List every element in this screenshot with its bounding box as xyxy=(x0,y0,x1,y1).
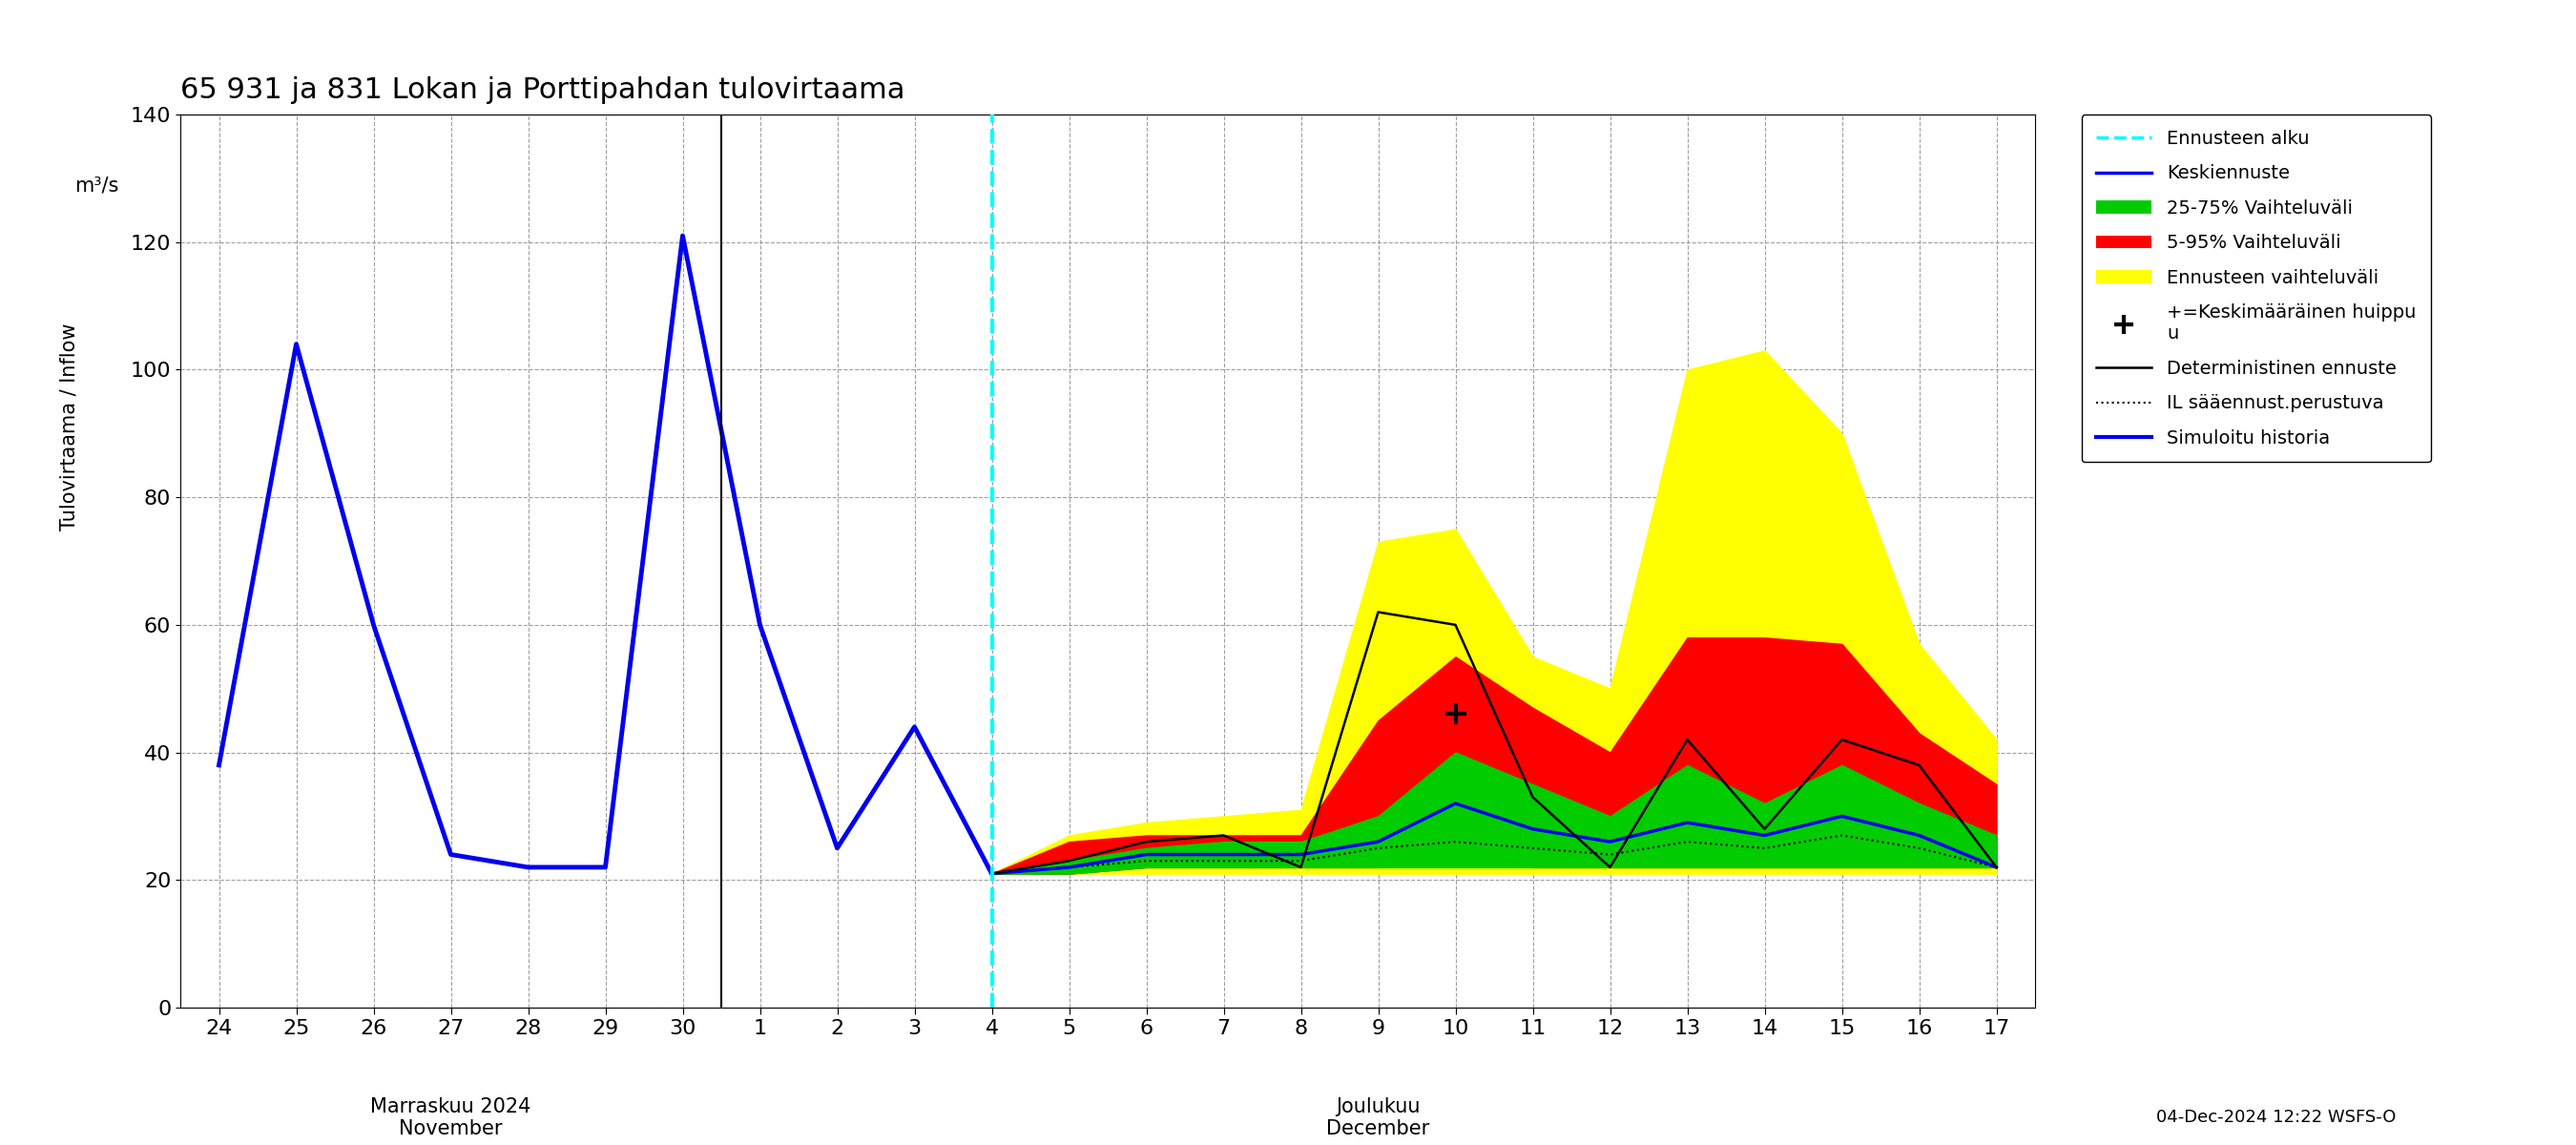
Text: 65 931 ja 831 Lokan ja Porttipahdan tulovirtaama: 65 931 ja 831 Lokan ja Porttipahdan tulo… xyxy=(180,77,904,104)
Text: Tulovirtaama / Inflow: Tulovirtaama / Inflow xyxy=(59,323,80,531)
Text: 04-Dec-2024 12:22 WSFS-O: 04-Dec-2024 12:22 WSFS-O xyxy=(2156,1108,2396,1126)
Text: m³/s: m³/s xyxy=(75,176,118,196)
Text: Joulukuu
December: Joulukuu December xyxy=(1327,1097,1430,1138)
Legend: Ennusteen alku, Keskiennuste, 25-75% Vaihteluväli, 5-95% Vaihteluväli, Ennusteen: Ennusteen alku, Keskiennuste, 25-75% Vai… xyxy=(2081,114,2432,463)
Text: Marraskuu 2024
November: Marraskuu 2024 November xyxy=(371,1097,531,1138)
